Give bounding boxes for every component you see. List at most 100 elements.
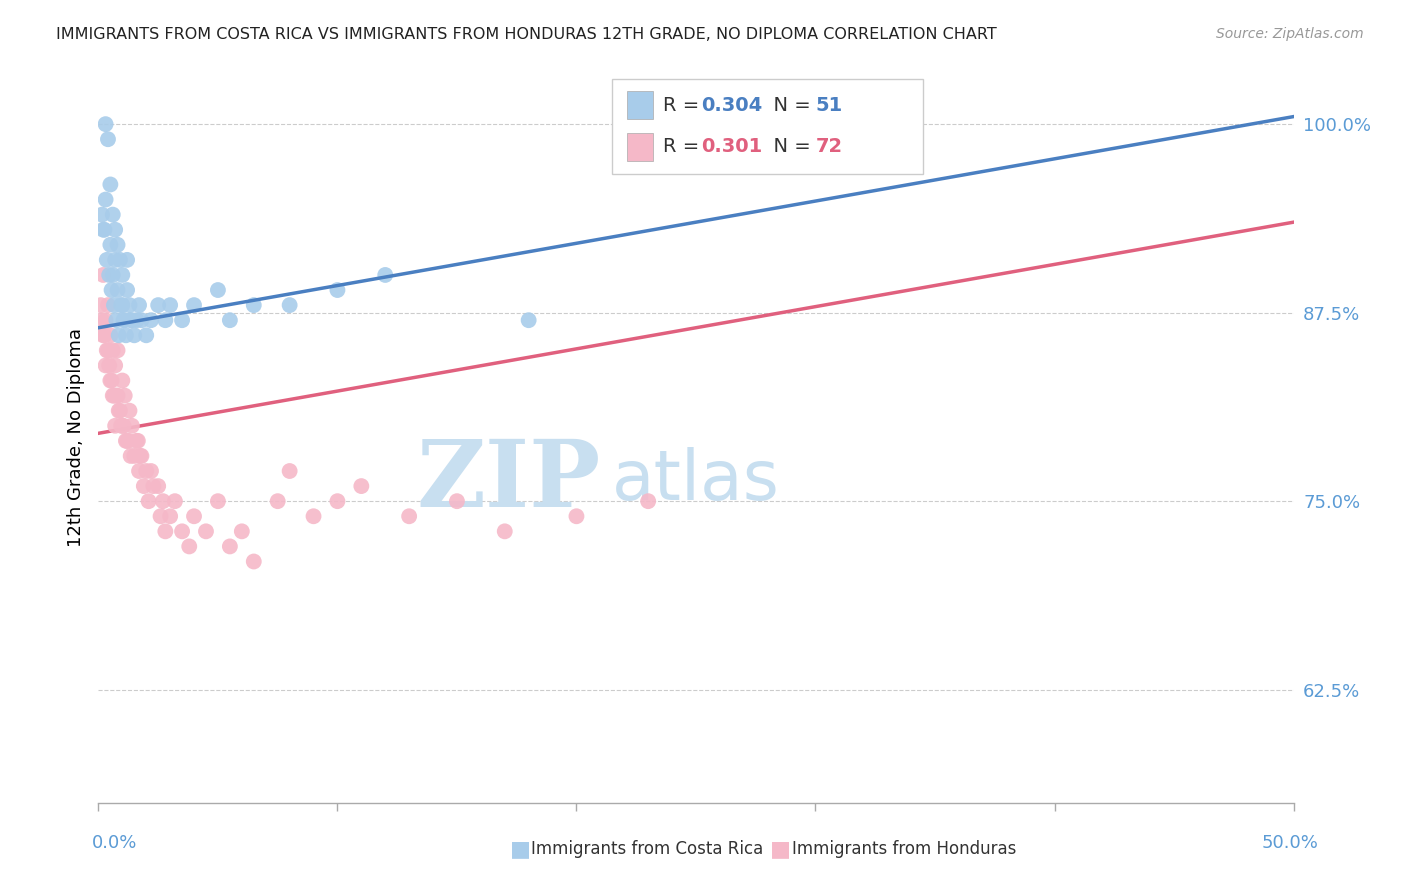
Point <box>94 117 117 131</box>
Point <box>93 223 115 237</box>
Point <box>148 479 170 493</box>
Point <box>155 524 177 539</box>
Point <box>103 298 125 312</box>
Point <box>98 328 122 343</box>
FancyBboxPatch shape <box>613 78 922 174</box>
Point <box>124 328 146 343</box>
Point <box>350 479 373 493</box>
Point <box>517 313 540 327</box>
Point <box>127 434 149 448</box>
Text: Immigrants from Costa Rica: Immigrants from Costa Rica <box>531 840 763 858</box>
Point <box>100 374 122 388</box>
Point <box>267 494 290 508</box>
Point <box>637 494 659 508</box>
Point <box>107 237 129 252</box>
Point <box>159 509 181 524</box>
Point <box>115 328 138 343</box>
Point <box>108 252 131 267</box>
Point <box>125 434 148 448</box>
Point <box>179 540 201 554</box>
Point <box>97 132 120 146</box>
Point <box>135 464 157 478</box>
Point <box>148 298 170 312</box>
Point <box>183 509 205 524</box>
Point <box>114 313 136 327</box>
Point <box>155 313 177 327</box>
Point <box>195 524 218 539</box>
Point <box>172 524 194 539</box>
Point <box>139 464 162 478</box>
Point <box>565 509 588 524</box>
Text: 72: 72 <box>815 137 842 156</box>
Point <box>101 268 124 282</box>
Point <box>446 494 468 508</box>
Text: R =: R = <box>662 95 704 114</box>
Point <box>104 418 127 433</box>
Text: R =: R = <box>662 137 704 156</box>
Point <box>105 313 128 327</box>
Point <box>107 328 129 343</box>
Point <box>139 313 162 327</box>
FancyBboxPatch shape <box>627 133 652 161</box>
Text: ZIP: ZIP <box>416 436 600 526</box>
Point <box>91 208 114 222</box>
Point <box>98 374 122 388</box>
Point <box>97 298 120 312</box>
Text: 0.301: 0.301 <box>700 137 762 156</box>
Point <box>374 268 396 282</box>
Text: 50.0%: 50.0% <box>1263 834 1319 852</box>
Text: N =: N = <box>761 137 817 156</box>
Point <box>98 359 121 373</box>
Point <box>159 298 181 312</box>
Point <box>120 449 142 463</box>
Text: Source: ZipAtlas.com: Source: ZipAtlas.com <box>1216 27 1364 41</box>
Point <box>103 389 125 403</box>
Point <box>243 554 266 568</box>
Point <box>105 389 128 403</box>
Point <box>115 434 138 448</box>
Point <box>128 464 150 478</box>
Point <box>128 298 150 312</box>
Point <box>104 252 127 267</box>
Point <box>115 283 138 297</box>
Point <box>91 268 114 282</box>
Y-axis label: 12th Grade, No Diploma: 12th Grade, No Diploma <box>66 327 84 547</box>
Point <box>142 479 165 493</box>
Point <box>398 509 420 524</box>
Text: ■: ■ <box>510 839 530 859</box>
Point <box>101 343 124 358</box>
Point <box>900 117 922 131</box>
Point <box>98 268 121 282</box>
Point <box>97 343 120 358</box>
Point <box>149 509 172 524</box>
Text: Immigrants from Honduras: Immigrants from Honduras <box>792 840 1017 858</box>
Text: N =: N = <box>761 95 817 114</box>
Point <box>183 298 205 312</box>
Point <box>90 298 112 312</box>
Point <box>207 494 229 508</box>
Point <box>326 494 349 508</box>
Point <box>163 494 186 508</box>
Point <box>124 449 146 463</box>
Point <box>111 298 134 312</box>
FancyBboxPatch shape <box>627 91 652 119</box>
Point <box>110 298 132 312</box>
Point <box>101 389 124 403</box>
Point <box>219 313 242 327</box>
Point <box>107 343 129 358</box>
Point <box>152 494 174 508</box>
Point <box>112 418 135 433</box>
Point <box>98 237 122 252</box>
Point <box>120 313 142 327</box>
Point <box>118 403 141 417</box>
Point <box>94 313 117 327</box>
Point <box>121 418 143 433</box>
Point <box>111 418 134 433</box>
Point <box>104 223 127 237</box>
Text: IMMIGRANTS FROM COSTA RICA VS IMMIGRANTS FROM HONDURAS 12TH GRADE, NO DIPLOMA CO: IMMIGRANTS FROM COSTA RICA VS IMMIGRANTS… <box>56 27 997 42</box>
Point <box>138 494 160 508</box>
Point <box>112 313 135 327</box>
Text: 51: 51 <box>815 95 842 114</box>
Point <box>96 252 118 267</box>
Point <box>219 540 242 554</box>
